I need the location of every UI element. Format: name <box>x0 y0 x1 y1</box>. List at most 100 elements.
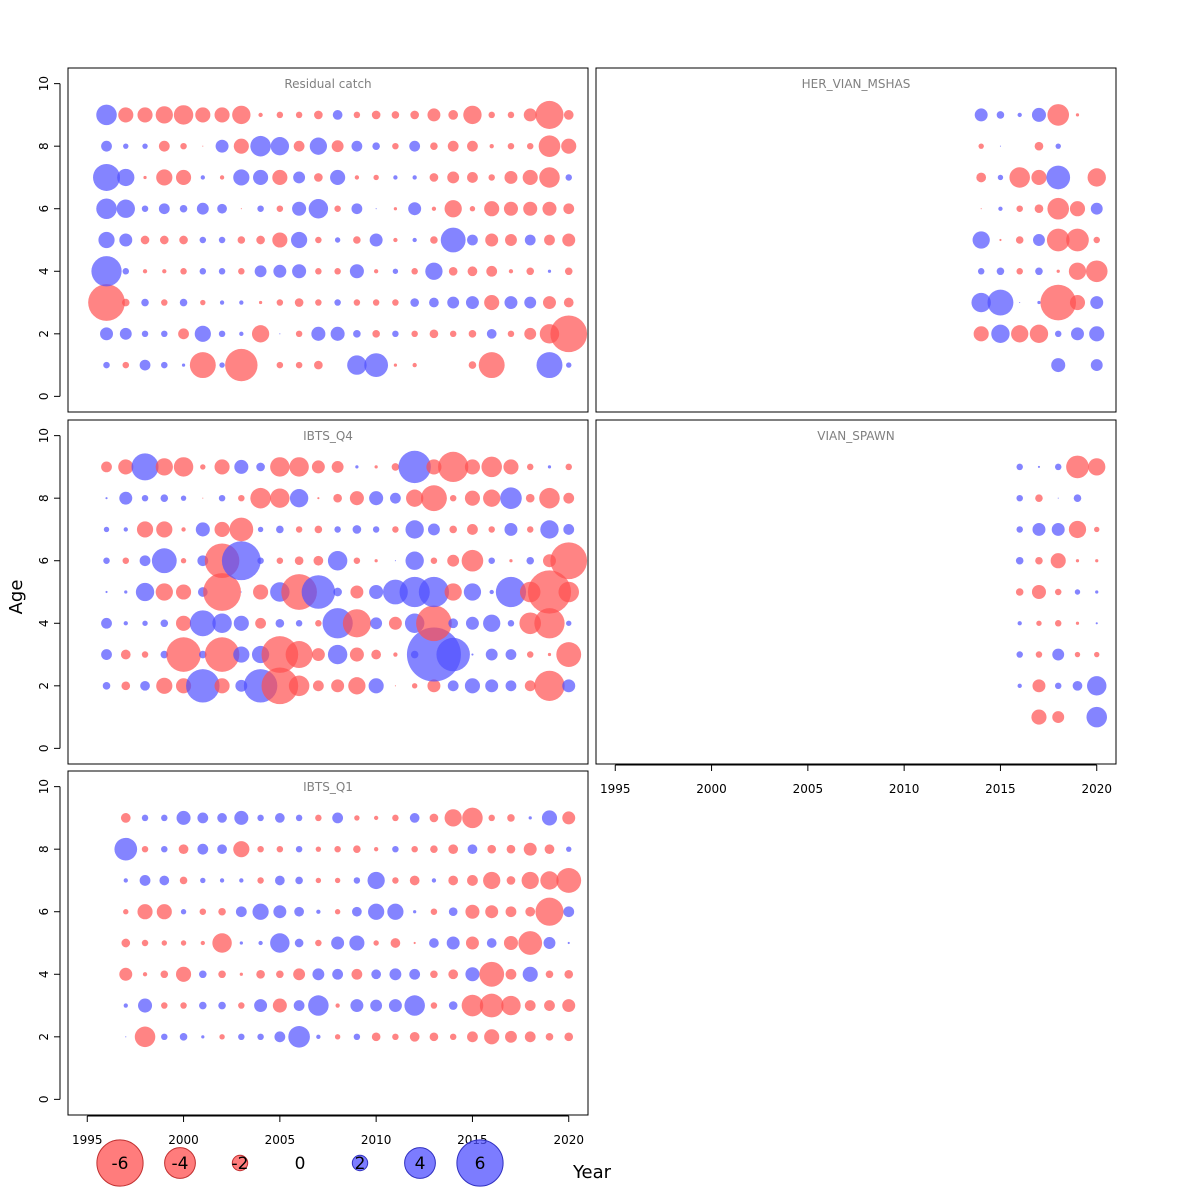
residual-bubble <box>427 679 441 693</box>
residual-bubble <box>141 814 149 822</box>
residual-bubble <box>564 1032 574 1042</box>
legend-item: 4 <box>404 1147 436 1179</box>
residual-bubble <box>371 649 382 660</box>
residual-bubble <box>123 527 128 532</box>
residual-bubble <box>1054 588 1062 596</box>
residual-bubble <box>1054 330 1062 338</box>
residual-bubble <box>139 359 151 371</box>
residual-bubble <box>1016 494 1023 502</box>
residual-bubble <box>387 903 404 920</box>
residual-bubble <box>462 807 483 829</box>
y-tick-label: 8 <box>37 142 51 150</box>
residual-bubble <box>141 651 149 658</box>
residual-bubble <box>392 1033 399 1041</box>
residual-bubble <box>368 678 384 694</box>
residual-bubble <box>166 637 201 672</box>
panel-title: HER_VIAN_MSHAS <box>802 77 911 91</box>
residual-bubble <box>550 542 588 580</box>
residual-bubble <box>315 299 322 306</box>
residual-bubble <box>539 167 560 188</box>
residual-bubble <box>334 299 341 306</box>
residual-bubble <box>218 494 226 502</box>
residual-bubble <box>175 169 192 186</box>
residual-bubble <box>214 107 230 123</box>
residual-bubble <box>469 206 476 212</box>
residual-bubble <box>528 816 532 820</box>
residual-bubble <box>461 549 484 572</box>
x-tick-label: 2010 <box>889 782 920 796</box>
residual-bubble <box>1034 204 1044 214</box>
residual-bubble <box>295 526 303 533</box>
residual-bubble <box>1015 556 1024 565</box>
residual-bubble <box>507 142 515 150</box>
residual-bubble <box>173 457 194 477</box>
residual-bubble <box>412 237 417 243</box>
residual-bubble <box>314 173 323 182</box>
residual-bubble <box>351 140 363 152</box>
residual-bubble <box>467 140 478 152</box>
residual-bubble <box>448 875 459 886</box>
residual-bubble <box>204 637 240 672</box>
residual-bubble <box>526 463 534 471</box>
residual-bubble <box>446 936 460 950</box>
residual-bubble <box>239 878 244 883</box>
residual-bubble <box>311 460 325 474</box>
residual-bubble <box>353 1033 361 1041</box>
residual-bubble <box>370 617 383 630</box>
residual-bubble <box>219 1034 225 1040</box>
residual-bubble <box>404 995 425 1016</box>
residual-bubble <box>294 906 304 917</box>
residual-bubble <box>276 557 284 564</box>
x-tick-label: 2000 <box>168 1133 199 1147</box>
residual-bubble <box>353 557 361 564</box>
residual-bubble <box>996 267 1005 276</box>
residual-bubble <box>392 526 399 533</box>
residual-bubble <box>251 325 270 343</box>
residual-bubble <box>448 618 459 629</box>
residual-bubble <box>1031 584 1046 600</box>
residual-bubble <box>468 330 477 338</box>
residual-bubble <box>120 649 131 660</box>
residual-bubble <box>100 327 113 341</box>
residual-bubble <box>488 111 495 119</box>
residual-bubble <box>1075 113 1080 117</box>
residual-bubble <box>1066 455 1089 479</box>
residual-bubble <box>509 559 513 563</box>
residual-bubble <box>536 352 563 379</box>
residual-bubble <box>254 999 268 1013</box>
residual-bubble <box>218 268 226 275</box>
residual-bubble <box>543 937 556 949</box>
residual-bubble <box>186 669 220 703</box>
residual-bubble <box>233 615 249 631</box>
residual-bubble <box>178 328 189 340</box>
residual-bubble <box>156 904 172 920</box>
residual-bubble <box>503 935 518 951</box>
residual-bubble <box>388 999 402 1013</box>
residual-bubble <box>429 938 439 948</box>
residual-bubble <box>116 199 135 218</box>
residual-bubble <box>1052 648 1065 661</box>
y-tick-label: 6 <box>37 205 51 213</box>
residual-bubble <box>547 269 552 273</box>
residual-bubble <box>161 330 168 338</box>
residual-bubble <box>293 968 306 981</box>
residual-bubble <box>556 642 582 667</box>
residual-bubble <box>276 111 284 119</box>
residual-bubble <box>556 868 582 893</box>
residual-bubble <box>430 970 438 979</box>
residual-bubble <box>250 487 271 509</box>
panel: Residual catch 0 2 4 6 8 10 <box>37 67 589 413</box>
residual-bubble <box>1088 458 1106 476</box>
residual-bubble <box>411 683 418 689</box>
residual-bubble <box>270 137 290 156</box>
residual-bubble <box>465 967 480 982</box>
residual-bubble <box>274 813 285 823</box>
residual-bubble <box>292 201 307 216</box>
residual-bubble <box>425 262 443 280</box>
residual-bubble <box>178 844 189 855</box>
residual-bubble <box>562 811 576 825</box>
residual-bubble <box>406 489 424 507</box>
residual-bubble <box>289 457 309 477</box>
residual-bubble <box>131 453 159 481</box>
residual-bubble <box>431 878 437 883</box>
